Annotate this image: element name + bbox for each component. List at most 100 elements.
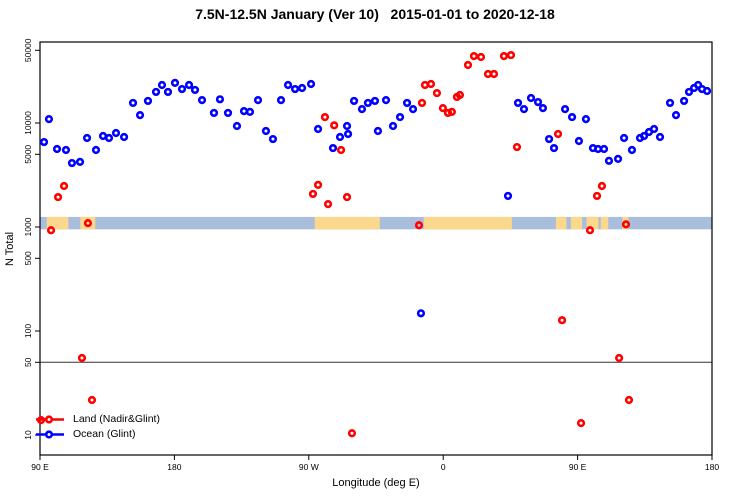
data-point-land xyxy=(624,395,634,405)
data-point-ocean xyxy=(549,143,559,153)
data-point-ocean xyxy=(679,96,689,106)
data-point-ocean xyxy=(370,96,380,106)
data-point-ocean xyxy=(619,133,629,143)
data-point-land xyxy=(557,316,567,325)
data-point-ocean xyxy=(649,124,659,134)
data-point-ocean xyxy=(613,154,623,163)
data-point-land xyxy=(53,192,63,202)
data-point-land xyxy=(432,88,442,98)
data-point-land xyxy=(597,181,607,191)
data-point-ocean xyxy=(111,128,121,138)
data-point-land xyxy=(342,192,352,202)
data-point-ocean xyxy=(209,108,219,118)
data-point-ocean xyxy=(544,134,554,144)
map-band-land-patch xyxy=(314,216,380,230)
data-point-ocean xyxy=(503,191,513,201)
data-point-land xyxy=(323,200,333,209)
data-point-ocean xyxy=(567,112,577,122)
data-point-ocean xyxy=(342,121,352,131)
data-point-ocean xyxy=(151,87,161,97)
data-point-ocean xyxy=(39,137,49,147)
data-point-ocean xyxy=(197,96,207,105)
data-point-ocean xyxy=(373,126,383,136)
data-point-ocean xyxy=(157,80,167,90)
ocean-marker-icon xyxy=(36,430,64,439)
data-point-land xyxy=(320,112,330,122)
data-point-ocean xyxy=(91,145,101,155)
data-point-ocean xyxy=(306,79,316,89)
data-point-ocean xyxy=(184,80,194,90)
data-point-ocean xyxy=(163,87,173,97)
data-point-land xyxy=(499,51,509,61)
data-point-ocean xyxy=(190,85,200,95)
data-point-ocean xyxy=(408,105,418,114)
data-point-ocean xyxy=(627,145,637,155)
data-point-land xyxy=(347,429,357,438)
data-point-ocean xyxy=(395,112,405,122)
data-point-ocean xyxy=(276,96,286,105)
data-point-ocean xyxy=(513,98,523,108)
data-point-ocean xyxy=(388,121,398,131)
map-band-land-patch xyxy=(586,216,599,230)
data-point-ocean xyxy=(253,96,263,105)
y-tick-label: 50000 xyxy=(23,38,33,62)
data-point-ocean xyxy=(343,129,353,139)
data-point-ocean xyxy=(335,132,345,142)
map-band-land-patch xyxy=(622,216,629,230)
y-tick-label: 500 xyxy=(23,251,33,265)
map-band-land-patch xyxy=(600,216,609,230)
data-point-land xyxy=(83,219,93,228)
data-point-ocean xyxy=(44,115,54,124)
y-tick-label: 50 xyxy=(23,357,33,367)
data-point-land xyxy=(87,395,97,405)
data-point-land xyxy=(455,90,465,100)
data-point-land xyxy=(585,226,595,235)
data-point-ocean xyxy=(128,98,138,108)
y-tick-label: 1000 xyxy=(23,217,33,236)
data-point-land xyxy=(414,221,424,230)
y-tick-label: 10 xyxy=(23,430,33,440)
data-point-ocean xyxy=(52,144,62,154)
data-point-ocean xyxy=(702,86,712,96)
data-point-land xyxy=(469,51,479,61)
data-point-land xyxy=(59,181,69,191)
data-point-ocean xyxy=(533,97,543,107)
data-point-land xyxy=(77,353,87,363)
data-point-ocean xyxy=(215,95,225,104)
data-point-land xyxy=(615,353,624,363)
data-point-ocean xyxy=(75,157,85,166)
map-band-land-patch xyxy=(423,216,512,230)
map-band-land-patch xyxy=(80,216,96,230)
data-point-ocean xyxy=(357,105,367,114)
data-point-land xyxy=(336,145,346,155)
data-point-ocean xyxy=(290,84,300,94)
data-point-ocean xyxy=(104,133,114,143)
x-tick-label: 90 E xyxy=(31,462,49,472)
legend-label-ocean: Ocean (Glint) xyxy=(73,428,136,440)
data-point-ocean xyxy=(665,98,675,108)
data-point-ocean xyxy=(599,144,609,154)
legend-label-land: Land (Nadir&Glint) xyxy=(73,413,160,425)
data-point-ocean xyxy=(245,107,255,116)
data-point-ocean xyxy=(538,104,548,113)
data-point-ocean xyxy=(416,309,426,318)
x-tick-label: 90 E xyxy=(569,462,587,472)
data-point-ocean xyxy=(283,80,293,90)
data-point-ocean xyxy=(170,78,180,87)
data-point-ocean xyxy=(402,98,412,108)
data-point-ocean xyxy=(177,84,187,94)
data-point-ocean xyxy=(135,111,145,120)
legend-item-land: Land (Nadir&Glint) xyxy=(34,412,160,427)
data-point-ocean xyxy=(119,132,129,142)
data-point-ocean xyxy=(328,143,338,153)
data-point-land xyxy=(489,69,499,79)
data-point-land xyxy=(313,180,323,189)
data-point-ocean xyxy=(684,87,694,97)
data-point-land xyxy=(330,121,339,130)
x-tick-label: 0 xyxy=(441,462,446,472)
data-point-ocean xyxy=(655,132,665,142)
data-point-ocean xyxy=(61,145,71,155)
data-point-land xyxy=(438,104,448,113)
data-point-ocean xyxy=(519,105,529,114)
